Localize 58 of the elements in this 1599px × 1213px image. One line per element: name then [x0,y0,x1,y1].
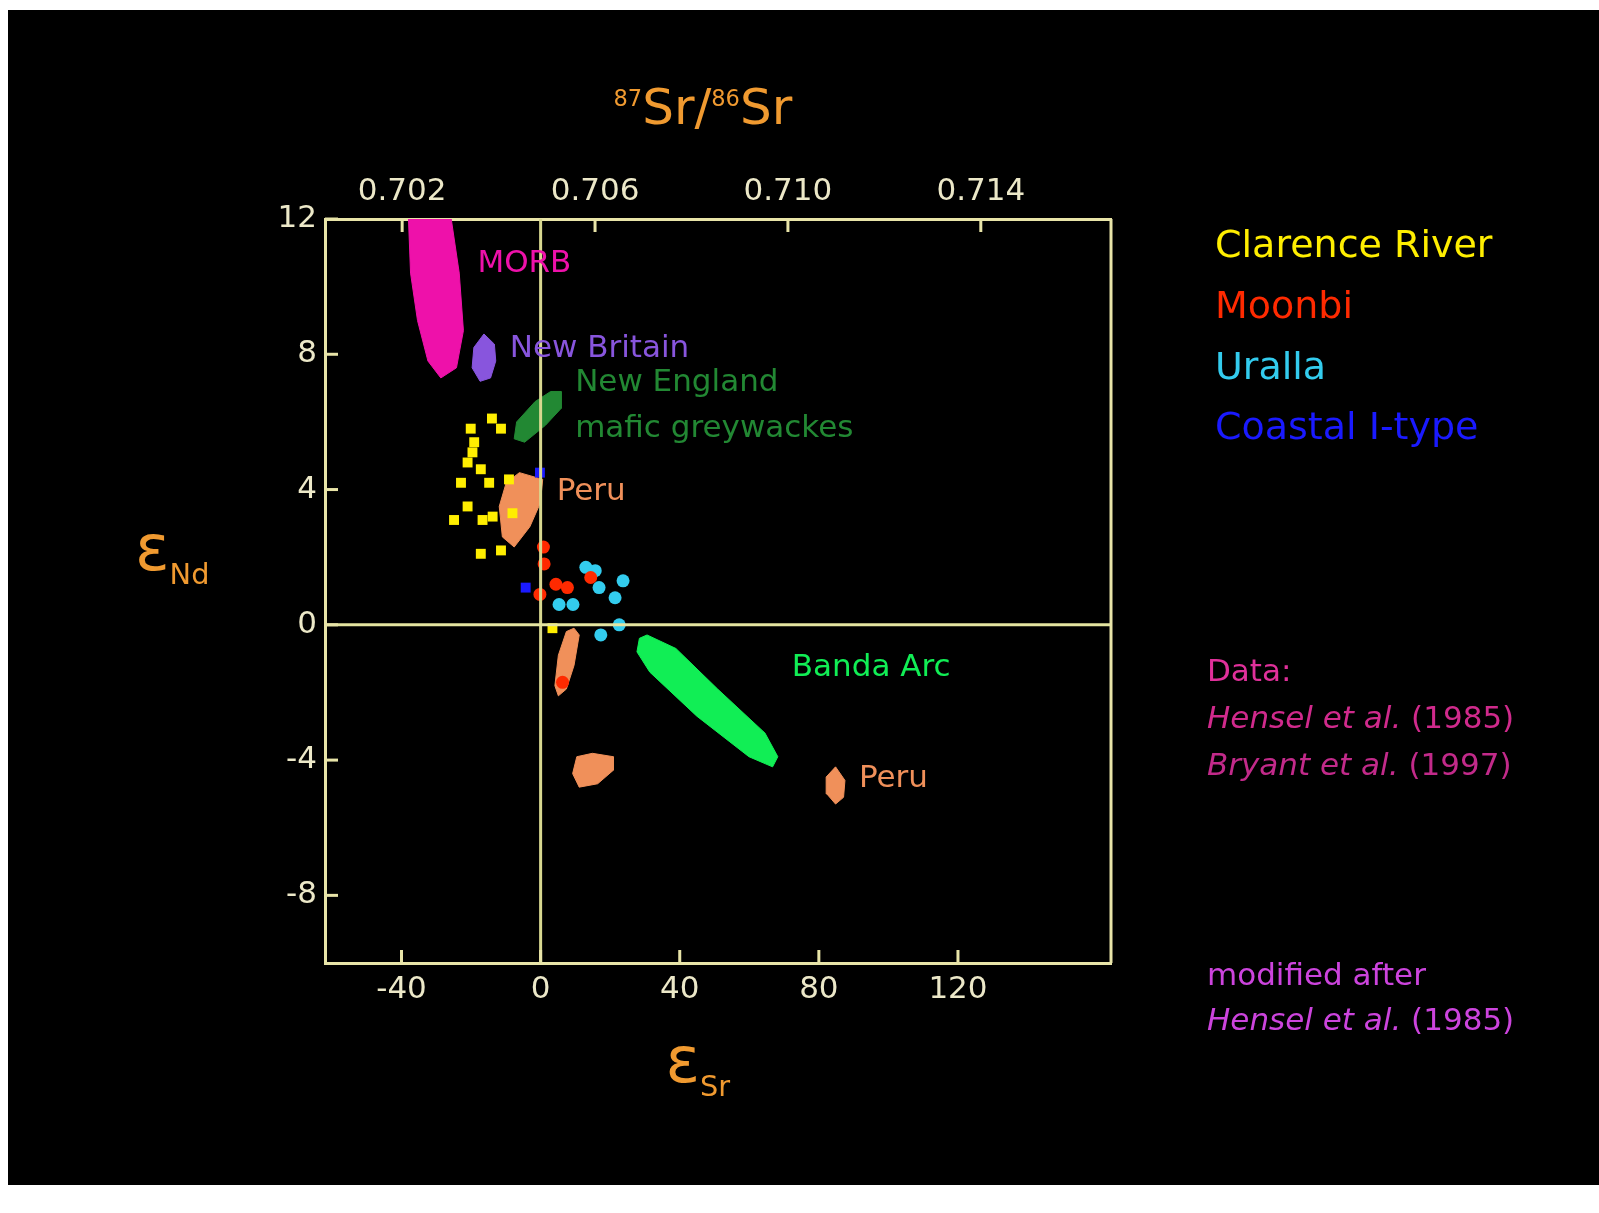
text: Uralla [1215,343,1328,389]
text: Moonbi [1215,282,1355,328]
y-tick-label: 0 [297,603,317,640]
point [475,548,486,559]
x-tick-label: 80 [799,968,839,1005]
x-axis-title: ε$_{Sr}$ [665,1023,731,1103]
point [507,508,518,519]
point [477,515,488,525]
point [496,545,506,556]
point [456,477,466,488]
point [462,457,473,468]
y-tick-label: -4 [286,739,317,776]
point [566,598,580,612]
point [592,581,606,595]
point [462,501,473,512]
point [467,447,478,458]
text: modified after Hensel et al. (1985) [1207,955,1516,1039]
point [594,628,608,642]
text: Coastal I-type [1215,404,1480,450]
x-tick-label: -40 [376,968,427,1005]
y-tick-label: 12 [277,198,317,235]
point [560,581,574,595]
point [520,582,531,593]
x-tick-label: 120 [928,968,988,1005]
point [496,423,506,434]
point [584,570,598,584]
point [484,477,495,488]
x2-axis-title: $^{87}$Sr/$^{86}$Sr [613,78,793,136]
text: Data: [1207,651,1293,690]
x-tick-label: 0 [530,968,551,1005]
series-label: New England mafic greywackes [575,360,855,447]
point [608,591,622,605]
y-tick-label: 4 [297,468,317,505]
point [549,577,563,591]
series-label: Peru [556,470,627,510]
x2-tick-label: 0.714 [936,171,1026,208]
point [556,675,570,689]
text: Hensel et al. (1985) [1207,698,1516,737]
text: Clarence River [1215,222,1493,267]
series-label: Banda Arc [791,646,952,686]
x2-tick-label: 0.710 [743,171,833,208]
series-label: Peru [858,757,929,797]
point [486,413,497,424]
point [475,464,486,475]
point [465,423,476,434]
text: Bryant et al. (1997) [1207,745,1513,784]
point [449,515,459,525]
x2-tick-label: 0.706 [550,171,640,208]
x-tick-label: 40 [660,968,700,1005]
point [504,474,514,485]
point [469,437,480,448]
y-tick-label: 8 [297,333,317,370]
x2-tick-label: 0.702 [357,171,447,208]
point [552,598,566,612]
y-axis-title: ε$_{Nd}$ [135,511,210,591]
point [616,574,630,588]
y-tick-label: -8 [286,874,317,911]
point [487,511,498,522]
